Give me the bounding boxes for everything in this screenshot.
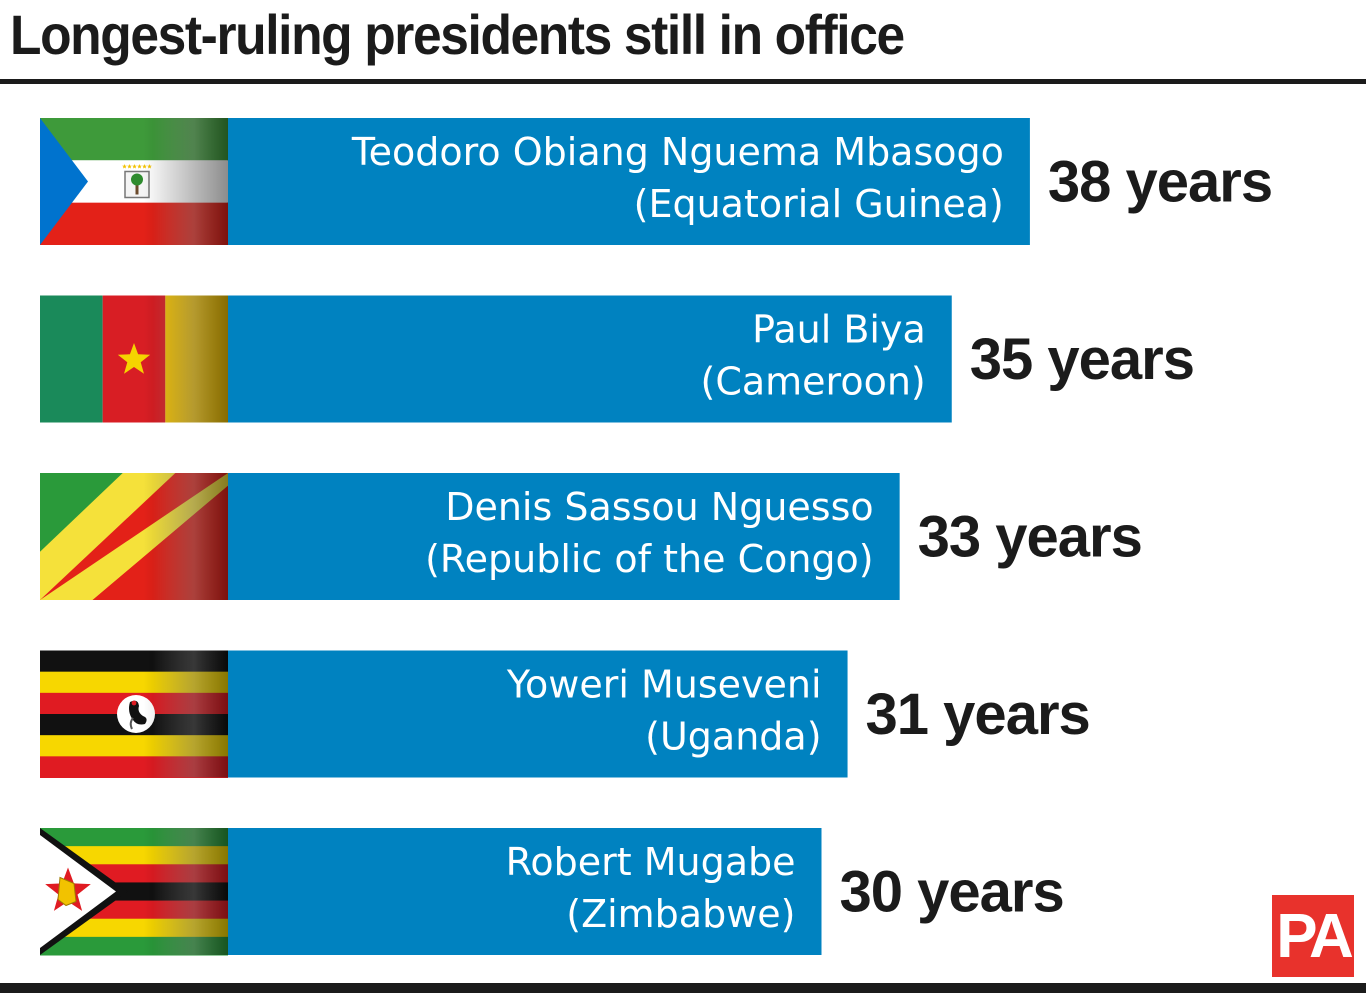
pa-logo-text: PA [1276,902,1354,971]
value-label: 35 years [970,327,1194,392]
pa-logo: PA [1272,895,1354,977]
president-name-label: Paul Biya [752,308,926,352]
president-name-label: Robert Mugabe [506,840,796,884]
president-name-label: Denis Sassou Nguesso [445,485,873,529]
president-name-label: Teodoro Obiang Nguema Mbasogo [351,130,1004,174]
bar [227,295,952,423]
value-label: 30 years [840,860,1064,925]
country-name-label: (Cameroon) [701,360,926,404]
value-label: 38 years [1048,150,1272,215]
president-name-label: Yoweri Museveni [506,663,822,707]
country-name-label: (Uganda) [645,715,821,759]
title-rule [0,79,1366,84]
bar-row: Paul Biya (Cameroon) 35 years [40,295,1195,423]
cameroon-flag [40,295,228,423]
bar [227,473,900,600]
bar [227,828,822,955]
bar-row: Denis Sassou Nguesso (Republic of the Con… [40,473,1143,600]
bar-row: Teodoro Obiang Nguema Mbasogo (Equatorial… [40,118,1273,245]
country-name-label: (Zimbabwe) [566,892,795,936]
bar [227,650,848,778]
value-label: 31 years [866,682,1090,747]
bar-row: Yoweri Museveni (Uganda) 31 years [40,650,1091,778]
bottom-rule [0,983,1366,993]
country-name-label: (Equatorial Guinea) [634,182,1004,226]
uganda-flag [40,650,228,778]
bar [227,118,1030,245]
value-label: 33 years [918,505,1142,570]
chart-title: Longest-ruling presidents still in offic… [10,3,905,66]
zimbabwe-flag [40,828,228,956]
bar-row: Robert Mugabe (Zimbabwe) 30 years [40,828,1065,956]
congo-flag [40,473,228,600]
country-name-label: (Republic of the Congo) [425,537,874,581]
equatorial-guinea-flag [40,118,228,245]
